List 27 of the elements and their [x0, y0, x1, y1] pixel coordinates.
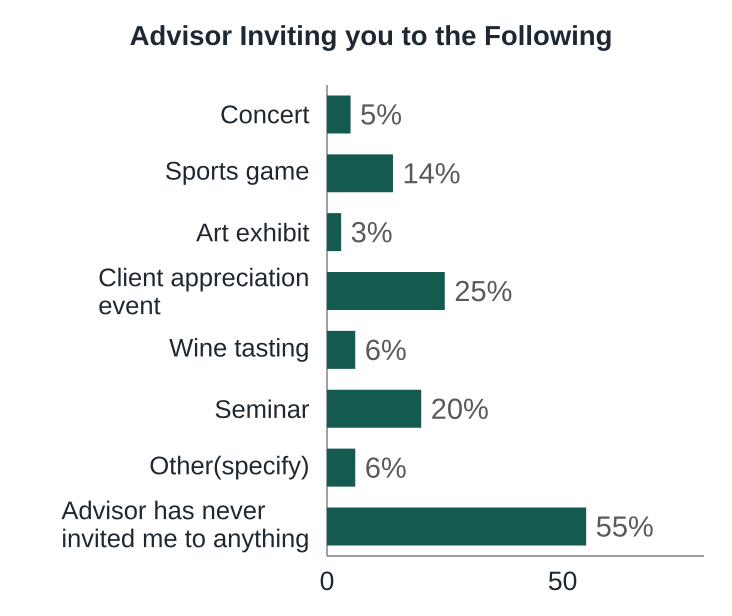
data-label: 3%	[352, 222, 392, 242]
data-label: 14%	[404, 163, 460, 184]
bar	[327, 508, 586, 546]
bar	[327, 213, 342, 252]
y-tick-label: Art exhibit	[196, 222, 310, 242]
data-label: 6%	[366, 340, 406, 360]
chart-title: Advisor Inviting you to the Following	[130, 25, 611, 51]
data-label: 20%	[432, 398, 488, 420]
bar	[327, 272, 445, 310]
bar	[327, 390, 422, 428]
bar	[327, 448, 356, 487]
y-tick-label: Advisor has never invited me to anything	[61, 500, 308, 552]
x-tick-label: 50	[548, 572, 576, 590]
data-label: 55%	[596, 516, 653, 537]
y-tick-label: Seminar	[216, 399, 310, 418]
y-tick-label: Client appreciation event	[99, 268, 308, 314]
y-tick-label: Other(specify)	[150, 456, 308, 480]
x-tick-label: 0	[320, 572, 334, 590]
data-label: 6%	[366, 457, 406, 478]
data-label: 25%	[456, 280, 512, 302]
y-tick-label: Concert	[221, 105, 310, 124]
y-tick-label: Wine tasting	[169, 338, 308, 362]
data-label: 5%	[361, 104, 401, 125]
bar	[327, 330, 356, 369]
bar	[327, 154, 393, 192]
bar	[327, 95, 351, 134]
y-tick-label: Sports game	[166, 162, 308, 185]
